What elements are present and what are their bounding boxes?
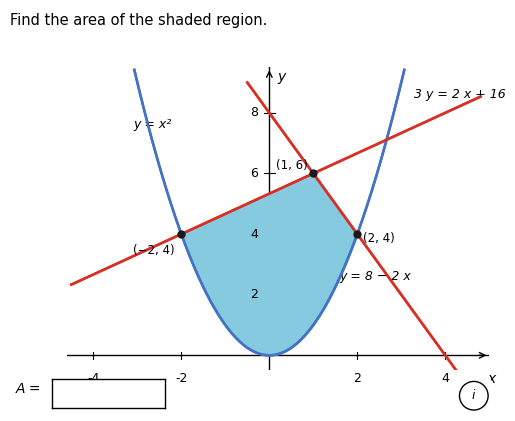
Text: 6: 6 — [250, 167, 259, 180]
Text: 2: 2 — [353, 372, 361, 385]
Text: -4: -4 — [87, 372, 99, 385]
Text: (1, 6): (1, 6) — [276, 160, 307, 172]
Text: 8: 8 — [250, 107, 259, 119]
Text: 3 y = 2 x + 16: 3 y = 2 x + 16 — [415, 88, 506, 101]
Text: 4: 4 — [441, 372, 449, 385]
Text: i: i — [472, 389, 475, 402]
Text: -2: -2 — [175, 372, 187, 385]
Text: (−2, 4): (−2, 4) — [133, 244, 175, 257]
Text: x: x — [487, 372, 495, 386]
Text: y = x²: y = x² — [133, 118, 171, 131]
Text: y = 8 − 2 x: y = 8 − 2 x — [340, 269, 411, 282]
Text: A =: A = — [15, 382, 41, 397]
Text: Find the area of the shaded region.: Find the area of the shaded region. — [10, 13, 268, 28]
Text: 2: 2 — [250, 288, 259, 301]
Text: (2, 4): (2, 4) — [363, 232, 394, 245]
Text: y: y — [277, 70, 285, 84]
Text: 4: 4 — [250, 228, 259, 240]
